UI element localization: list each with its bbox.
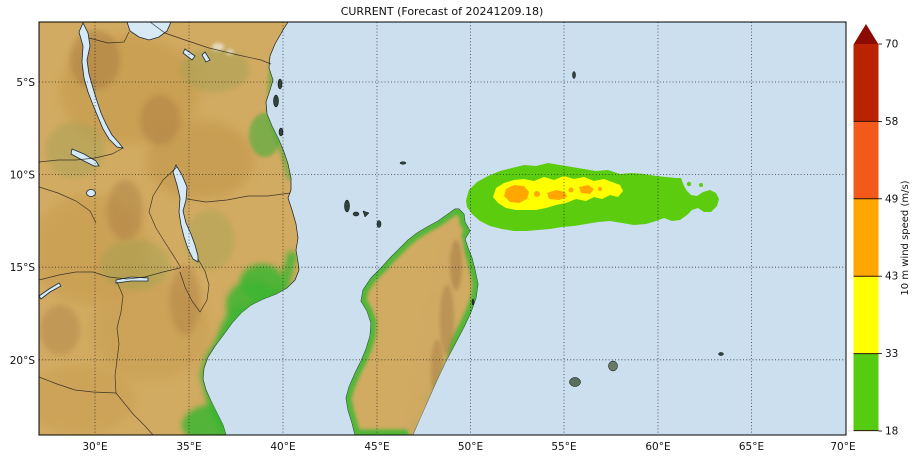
colorbar-tick-label: 70 bbox=[885, 39, 898, 51]
colorbar-segment-18-33 bbox=[853, 353, 879, 431]
lake-bangweulu bbox=[86, 189, 96, 197]
grande-comore-island bbox=[344, 199, 350, 213]
lon-tick-label: 30°E bbox=[82, 441, 107, 453]
wind-swath-dot bbox=[686, 181, 692, 187]
lon-tick-label: 65°E bbox=[739, 441, 764, 453]
coastal-islands bbox=[273, 71, 724, 387]
colorbar-tick-label: 33 bbox=[885, 348, 898, 360]
mayotte-island bbox=[376, 220, 382, 228]
lon-tick-label: 70°E bbox=[830, 441, 855, 453]
lake-manyara bbox=[201, 51, 211, 63]
colorbar-segment-dividers bbox=[853, 120, 879, 432]
map-area bbox=[39, 22, 846, 435]
colorbar-ticks bbox=[878, 43, 882, 432]
lat-tick-label: 20°S bbox=[10, 355, 36, 367]
lat-axis: 5°S 10°S 15°S 20°S bbox=[10, 77, 36, 367]
lon-tick-label: 50°E bbox=[458, 441, 483, 453]
pemba-island bbox=[277, 78, 283, 90]
lake-rukwa bbox=[70, 148, 100, 167]
zanzibar-island bbox=[273, 94, 279, 108]
gridlines bbox=[39, 22, 846, 435]
colorbar-segment-33-43 bbox=[853, 276, 879, 354]
lon-tick-label: 60°E bbox=[645, 441, 670, 453]
figure-title: CURRENT (Forecast of 20241209.18) bbox=[341, 5, 544, 18]
moheli-island bbox=[352, 211, 360, 217]
colorbar-tick-label: 58 bbox=[885, 116, 898, 128]
colorbar-segment-49-58 bbox=[853, 121, 879, 199]
lake-kariba bbox=[39, 282, 62, 300]
mafia-island bbox=[278, 127, 284, 137]
lon-tick-label: 35°E bbox=[176, 441, 201, 453]
anjouan-island bbox=[362, 210, 370, 218]
lat-tick-label: 5°S bbox=[16, 77, 35, 89]
lakes bbox=[39, 22, 211, 300]
lon-tick-label: 40°E bbox=[270, 441, 295, 453]
colorbar-segment-58-70 bbox=[853, 44, 879, 122]
country-borders bbox=[39, 22, 291, 435]
colorbar-tick-label: 43 bbox=[885, 271, 898, 283]
mauritius-island bbox=[608, 360, 618, 372]
colorbar-segment-43-49 bbox=[853, 198, 879, 277]
lon-tick-label: 45°E bbox=[364, 441, 389, 453]
lake-malawi bbox=[172, 164, 199, 263]
lat-tick-label: 15°S bbox=[10, 262, 36, 274]
mahe-island bbox=[572, 71, 576, 79]
lat-tick-label: 10°S bbox=[10, 170, 36, 182]
lake-victoria bbox=[126, 22, 172, 41]
wind-swath-43-49 bbox=[504, 185, 602, 203]
colorbar-axis-label: 10 m wind speed (m/s) bbox=[900, 180, 911, 295]
wind-swath-dot bbox=[699, 183, 703, 187]
lon-axis: 30°E 35°E 40°E 45°E 50°E 55°E 60°E 65°E … bbox=[82, 441, 855, 453]
colorbar: 70 58 49 43 33 18 10 m wind speed (m/s) bbox=[853, 24, 911, 438]
rodrigues-island bbox=[718, 352, 724, 356]
colorbar-tick-label: 49 bbox=[885, 193, 898, 205]
map-frame bbox=[38, 21, 847, 436]
colorbar-arrow bbox=[853, 24, 879, 45]
aldabra-island bbox=[399, 161, 407, 165]
lon-tick-label: 55°E bbox=[551, 441, 576, 453]
sainte-marie-island bbox=[471, 298, 475, 306]
wind-swath bbox=[466, 163, 719, 231]
colorbar-tick-label: 18 bbox=[885, 426, 898, 438]
reunion-island bbox=[569, 377, 581, 387]
